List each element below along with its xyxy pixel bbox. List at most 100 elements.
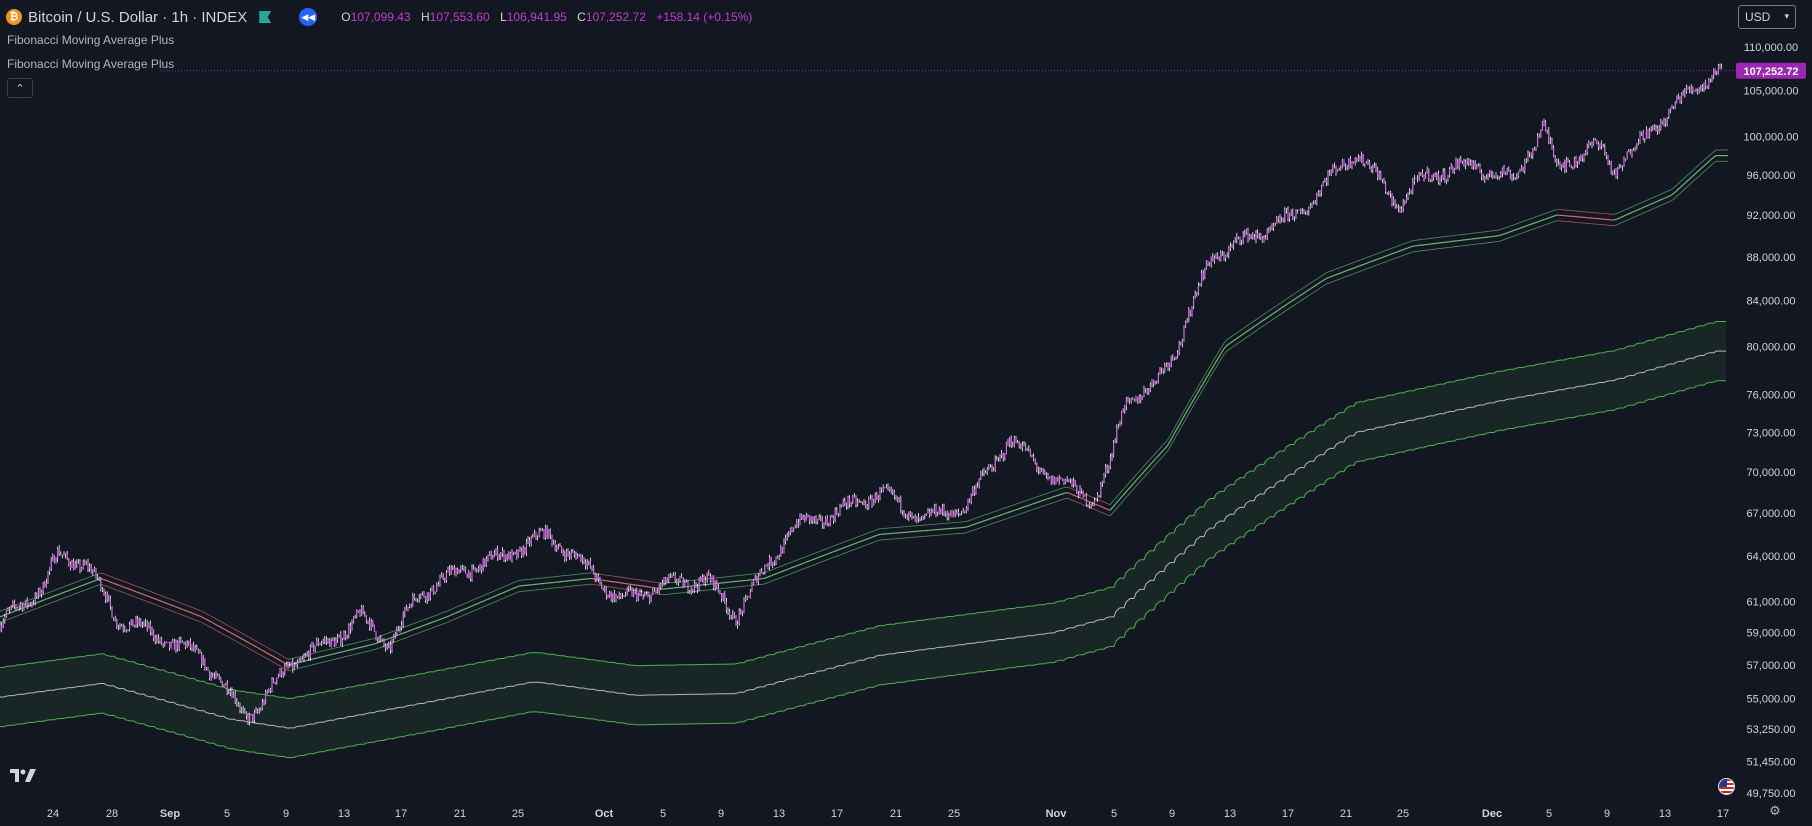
fast-band-segment xyxy=(1256,327,1261,331)
currency-select[interactable]: USD ▾ xyxy=(1738,5,1796,29)
fast-band-segment xyxy=(233,628,238,631)
fast-band-segment xyxy=(1328,275,1333,278)
fast-band-segment xyxy=(1274,304,1279,308)
fast-band-segment xyxy=(1613,218,1618,221)
candle-body xyxy=(1049,476,1051,478)
candle-body xyxy=(1385,183,1387,193)
candle-body xyxy=(941,506,943,513)
fast-band-segment xyxy=(1652,207,1657,210)
symbol-title[interactable]: Bitcoin / U.S. Dollar · 1h · INDEX xyxy=(28,8,248,26)
fast-band-segment xyxy=(65,595,70,598)
flag-icon[interactable] xyxy=(259,11,272,23)
fast-band-segment xyxy=(167,603,172,606)
fast-band-segment xyxy=(860,539,865,542)
candle-body xyxy=(873,500,875,506)
fast-band-segment xyxy=(779,565,784,568)
fast-band-segment xyxy=(509,582,514,585)
open-value: 107,099.43 xyxy=(350,10,411,24)
fast-band-segment xyxy=(1268,319,1273,323)
fast-band-segment xyxy=(473,609,478,612)
candle-body xyxy=(1332,166,1334,171)
fast-band-segment xyxy=(47,602,52,605)
candle-body xyxy=(249,714,251,723)
candle-body xyxy=(1308,207,1310,212)
candle-body xyxy=(1533,148,1535,150)
candle-body xyxy=(474,567,476,571)
fast-band-segment xyxy=(1499,228,1504,231)
candle-body xyxy=(1197,285,1199,294)
fast-band-segment xyxy=(167,609,172,611)
fast-band-segment xyxy=(317,662,322,664)
candle-body xyxy=(285,664,287,667)
fast-band-segment xyxy=(1049,496,1054,499)
y-tick-label: 61,000.00 xyxy=(1747,596,1796,608)
indicator-label-1[interactable]: Fibonacci Moving Average Plus xyxy=(7,33,175,47)
candle-body xyxy=(685,581,687,583)
candle-body xyxy=(189,641,191,648)
fast-band-segment xyxy=(146,589,151,592)
fast-band-segment xyxy=(302,660,307,663)
candle-body xyxy=(583,557,585,563)
replay-icon[interactable]: ◀◀ xyxy=(299,8,318,26)
candle-body xyxy=(735,616,737,626)
fast-band-segment xyxy=(1058,487,1063,490)
candle-body xyxy=(449,568,451,574)
candle-body xyxy=(1516,176,1518,178)
fast-band-segment xyxy=(1409,245,1414,248)
candle-body xyxy=(1716,74,1718,76)
x-tick-label: 13 xyxy=(338,808,350,820)
fast-band-segment xyxy=(110,587,115,590)
fast-band-segment xyxy=(1523,231,1528,233)
fast-band-segment xyxy=(248,648,253,651)
candle-body xyxy=(1461,160,1463,162)
price-axis[interactable]: 110,000.00105,000.00100,000.0096,000.009… xyxy=(1743,42,1798,800)
candle-body xyxy=(1604,147,1606,153)
candle-body xyxy=(76,562,78,564)
candle-body xyxy=(767,565,769,568)
candle-body xyxy=(1276,219,1278,224)
fast-band-segment xyxy=(785,568,790,571)
candle-body xyxy=(13,602,15,606)
settings-gear-icon[interactable]: ⚙ xyxy=(1769,803,1781,818)
indicator-label-2[interactable]: Fibonacci Moving Average Plus xyxy=(7,57,175,71)
candle-body xyxy=(26,599,28,606)
candle-body xyxy=(945,512,947,514)
time-axis[interactable]: 24 28 Sep 5 9 13 17 21 25 Oct 5 9 13 17 21 25 Nov 5 9 13 17 2… xyxy=(47,808,1729,820)
candle-body xyxy=(517,549,519,558)
candle-body xyxy=(197,649,199,654)
candle-body xyxy=(433,586,435,594)
fast-band-segment xyxy=(350,642,355,645)
fast-band-segment xyxy=(1616,217,1621,220)
candle-body xyxy=(228,691,230,693)
candle-body xyxy=(1041,469,1043,472)
fast-band-segment xyxy=(1532,221,1537,225)
fast-band-segment xyxy=(1217,359,1222,365)
fast-band-segment xyxy=(1697,162,1702,166)
fast-band-segment xyxy=(359,652,364,654)
fast-band-segment xyxy=(128,588,133,591)
candle-body xyxy=(538,530,540,538)
candle-body xyxy=(1665,120,1667,124)
fast-band-segment xyxy=(281,655,286,658)
fast-band-segment xyxy=(1169,435,1174,442)
us-flag-icon[interactable] xyxy=(1718,778,1735,795)
candle-body xyxy=(965,507,967,513)
fast-band-segment xyxy=(1319,274,1324,278)
fast-band-segment xyxy=(656,582,661,584)
candle-body xyxy=(1551,140,1553,149)
fast-band-segment xyxy=(53,589,58,591)
collapse-indicators-button[interactable]: ⌃ xyxy=(7,78,33,98)
fast-band-segment xyxy=(1154,450,1159,455)
fast-band-segment xyxy=(146,601,151,603)
candle-body xyxy=(791,528,793,531)
fast-band-segment xyxy=(227,630,232,634)
candle-body xyxy=(1372,166,1374,171)
fast-band-segment xyxy=(1172,430,1177,437)
fast-band-segment xyxy=(626,577,631,579)
candle-body xyxy=(1553,148,1555,157)
candle-body xyxy=(1650,127,1652,130)
fast-band-segment xyxy=(1619,215,1624,219)
x-tick-label: Oct xyxy=(595,808,614,820)
fast-band-segment xyxy=(341,650,346,653)
